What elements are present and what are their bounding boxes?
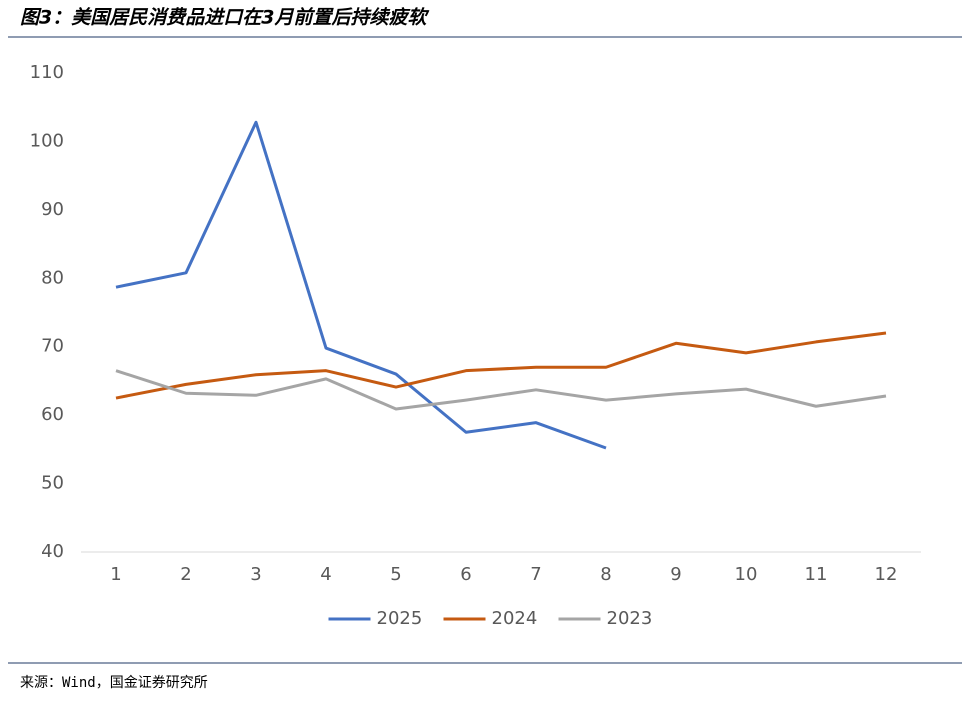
x-tick-label: 2 xyxy=(180,564,191,585)
legend-label: 2025 xyxy=(377,608,423,629)
x-tick-label: 6 xyxy=(460,564,471,585)
chart-title: 图3：美国居民消费品进口在3月前置后持续疲软 xyxy=(20,7,429,29)
series-line xyxy=(115,331,887,400)
series-line xyxy=(115,120,607,450)
y-tick-label: 60 xyxy=(41,404,64,425)
x-tick-label: 3 xyxy=(250,564,261,585)
y-tick-label: 40 xyxy=(41,541,64,562)
x-tick-label: 9 xyxy=(670,564,681,585)
y-tick-label: 110 xyxy=(30,62,64,83)
x-tick-label: 5 xyxy=(390,564,401,585)
y-tick-label: 50 xyxy=(41,473,64,494)
y-tick-label: 90 xyxy=(41,199,64,220)
x-tick-label: 8 xyxy=(600,564,611,585)
x-tick-label: 7 xyxy=(530,564,541,585)
legend-label: 2023 xyxy=(607,608,653,629)
legend-label: 2024 xyxy=(492,608,538,629)
series-line xyxy=(115,369,887,411)
y-tick-label: 80 xyxy=(41,267,64,288)
x-tick-label: 1 xyxy=(110,564,121,585)
x-tick-label: 4 xyxy=(320,564,331,585)
x-tick-label: 12 xyxy=(875,564,898,585)
y-tick-label: 70 xyxy=(41,336,64,357)
y-tick-label: 100 xyxy=(30,130,64,151)
x-tick-label: 10 xyxy=(735,564,758,585)
source: 来源：Wind，国金证券研究所 xyxy=(20,675,208,691)
x-tick-label: 11 xyxy=(805,564,828,585)
